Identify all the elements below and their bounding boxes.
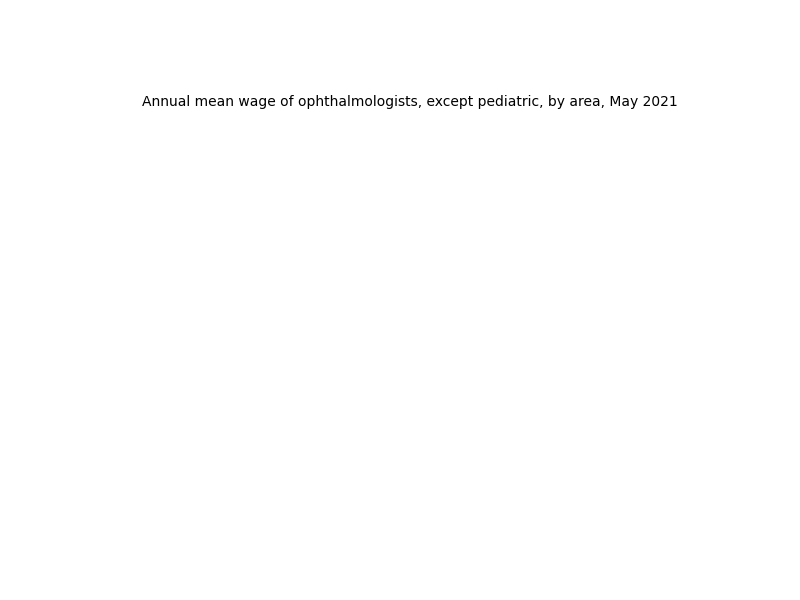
Text: Annual mean wage of ophthalmologists, except pediatric, by area, May 2021: Annual mean wage of ophthalmologists, ex… <box>142 95 678 109</box>
